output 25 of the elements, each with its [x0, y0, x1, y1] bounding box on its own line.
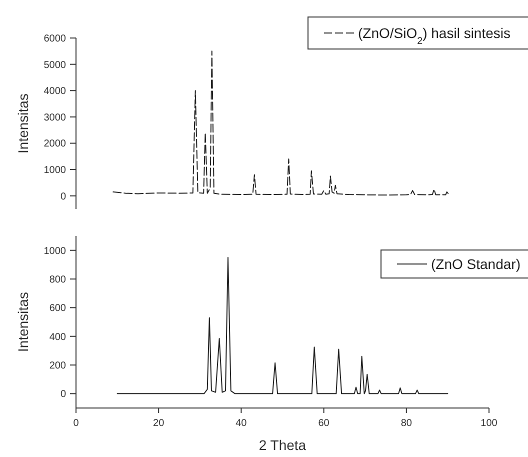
y-tick-label: 2000 — [44, 138, 66, 150]
line-series — [112, 50, 450, 196]
y-tick-label: 400 — [49, 332, 66, 343]
y-tick-label: 0 — [60, 389, 66, 400]
y-tick-label: 4000 — [44, 86, 66, 98]
y-tick-label: 800 — [49, 274, 66, 286]
y-tick-label: 1000 — [44, 246, 66, 257]
y-axis-title: Intensitas — [15, 94, 31, 154]
y-tick-label: 3000 — [44, 112, 66, 124]
y-tick-label: 0 — [60, 191, 66, 202]
y-tick-label: 1000 — [44, 165, 66, 176]
y-tick-label: 6000 — [44, 34, 66, 44]
legend-label: (ZnO Standar) — [431, 256, 520, 272]
y-axis-title: Intensitas — [15, 292, 31, 352]
y-tick-label: 600 — [49, 303, 66, 314]
x-tick-label: 80 — [400, 418, 412, 429]
y-tick-label: 5000 — [44, 60, 66, 71]
x-tick-label: 100 — [480, 418, 498, 429]
x-tick-label: 60 — [318, 418, 330, 429]
x-tick-label: 0 — [73, 418, 80, 429]
x-tick-label: 40 — [236, 418, 248, 429]
y-tick-label: 200 — [49, 360, 66, 372]
x-axis-title: 2 Theta — [258, 437, 306, 453]
legend-label: (ZnO/SiO$_{2}$) hasil sintesis — [358, 24, 510, 46]
x-tick-label: 20 — [153, 418, 165, 429]
